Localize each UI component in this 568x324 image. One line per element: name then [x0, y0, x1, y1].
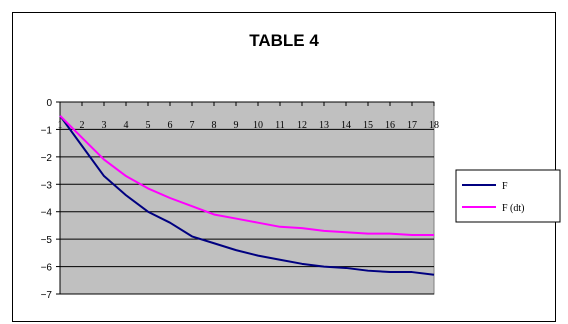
y-tick-label: −1: [41, 125, 53, 136]
axes: [56, 101, 435, 295]
x-tick-label: 11: [275, 120, 285, 131]
x-tick-label: 10: [253, 120, 263, 131]
x-tick-label: 17: [407, 120, 417, 131]
legend: F F (dt): [455, 169, 561, 223]
x-tick-label: 5: [146, 120, 151, 131]
x-tick-label: 7: [190, 120, 195, 131]
y-tick-label: −6: [41, 263, 53, 274]
x-tick-label: 6: [168, 120, 173, 131]
series-line-2: [59, 115, 434, 237]
x-tick-label: 13: [319, 120, 329, 131]
legend-label-2: F (dt): [502, 203, 525, 214]
x-tick-label: 14: [341, 120, 351, 131]
y-tick-labels: 0 −1 −2 −3 −4 −5 −6 −7: [41, 98, 53, 301]
series-line-1: [59, 115, 435, 276]
y-tick-label: −3: [41, 180, 53, 191]
x-tick-label: 16: [385, 120, 395, 131]
y-tick-label: −4: [41, 208, 53, 219]
plot-area: [59, 101, 435, 295]
x-tick-label: 3: [102, 120, 107, 131]
chart-title: TABLE 4: [249, 31, 319, 50]
series-lines: [59, 115, 435, 276]
legend-box: [455, 169, 561, 223]
y-tick-label: −5: [41, 235, 53, 246]
y-tick-label: −2: [41, 153, 53, 164]
x-tick-label: 4: [124, 120, 129, 131]
x-tick-label: 2: [80, 120, 85, 131]
x-tick-label: 1: [58, 120, 63, 131]
y-tick-label: 0: [46, 98, 52, 109]
x-tick-label: 9: [234, 120, 239, 131]
x-tick-label: 15: [363, 120, 373, 131]
x-tick-labels: 1 2 3 4 5 6 7 8 9 10 11 12 13 14 15 16 17 18: [58, 120, 440, 131]
y-tick-label: −7: [41, 290, 53, 301]
gridlines: [60, 128, 434, 295]
x-tick-label: 12: [297, 120, 307, 131]
x-tick-label: 18: [429, 120, 439, 131]
x-tick-label: 8: [212, 120, 217, 131]
legend-label-1: F: [502, 181, 508, 192]
